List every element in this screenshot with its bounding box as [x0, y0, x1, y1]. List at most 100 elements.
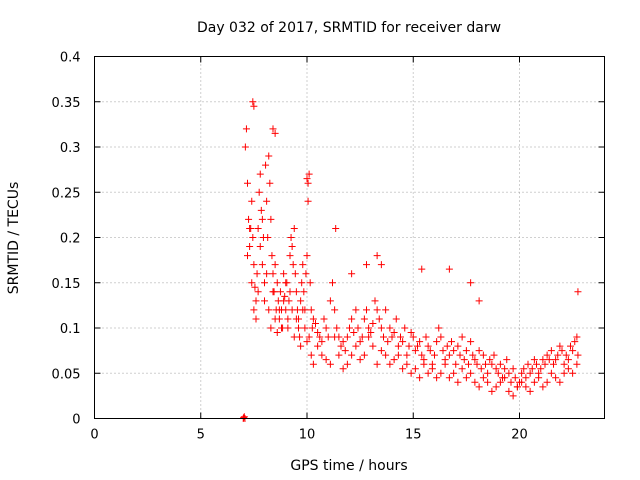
data-point: [297, 297, 305, 305]
data-point: [535, 374, 543, 382]
data-point: [539, 356, 547, 364]
data-point: [409, 333, 417, 341]
data-point: [297, 342, 305, 350]
data-point: [513, 383, 521, 391]
data-point: [503, 356, 511, 364]
data-point: [356, 356, 364, 364]
data-point: [271, 261, 279, 269]
data-point: [462, 347, 470, 355]
data-point: [431, 351, 438, 359]
data-point: [403, 360, 411, 368]
data-point: [318, 338, 326, 346]
data-point: [507, 378, 515, 386]
data-point: [524, 360, 532, 368]
data-point: [567, 342, 574, 350]
data-point: [290, 333, 298, 341]
data-point: [471, 378, 479, 386]
data-point: [269, 125, 277, 133]
data-point: [386, 324, 394, 332]
y-tick-label: 0.05: [52, 367, 81, 382]
x-tick-label: 15: [405, 428, 422, 443]
data-point: [258, 261, 266, 269]
data-point: [467, 338, 475, 346]
data-point: [382, 306, 390, 314]
data-point: [477, 365, 485, 373]
data-point: [280, 270, 288, 278]
data-point: [289, 261, 297, 269]
data-point: [256, 243, 264, 251]
data-point: [392, 315, 400, 323]
data-point: [244, 252, 251, 260]
data-point: [450, 347, 458, 355]
data-point: [411, 365, 419, 373]
data-point: [292, 315, 300, 323]
data-point: [475, 383, 483, 391]
data-point: [329, 279, 336, 287]
data-point: [303, 252, 311, 260]
data-point: [437, 333, 445, 341]
x-tick-label: 10: [299, 428, 316, 443]
data-point: [450, 369, 458, 377]
data-point: [373, 306, 381, 314]
data-point: [271, 129, 279, 137]
data-point: [242, 125, 250, 133]
data-point: [452, 360, 460, 368]
data-point: [490, 351, 498, 359]
data-point: [282, 279, 290, 287]
data-point: [574, 351, 582, 359]
data-point: [306, 279, 314, 287]
data-point: [377, 324, 385, 332]
data-point: [322, 324, 330, 332]
axis-ticks: [94, 56, 605, 419]
data-point: [399, 338, 407, 346]
data-point: [300, 288, 308, 296]
data-point: [302, 270, 310, 278]
data-point: [445, 265, 453, 273]
data-point: [528, 365, 536, 373]
data-point: [556, 378, 564, 386]
data-point: [288, 243, 296, 251]
data-point: [456, 351, 464, 359]
data-point: [552, 356, 560, 364]
data-point: [520, 365, 528, 373]
data-point: [246, 243, 254, 251]
data-point: [394, 351, 402, 359]
data-point: [454, 378, 462, 386]
data-point: [467, 369, 475, 377]
data-point: [263, 270, 271, 278]
data-point: [562, 351, 570, 359]
data-point: [422, 333, 430, 341]
data-points: [239, 98, 582, 422]
data-point: [354, 324, 362, 332]
data-point: [250, 261, 258, 269]
data-point: [352, 342, 360, 350]
data-point: [251, 283, 259, 291]
data-point: [254, 224, 262, 232]
data-point: [377, 261, 385, 269]
data-point: [358, 333, 366, 341]
data-point: [556, 342, 564, 350]
data-point: [252, 315, 260, 323]
data-point: [331, 306, 339, 314]
data-point: [554, 351, 562, 359]
data-point: [335, 351, 343, 359]
data-point: [458, 365, 466, 373]
data-point: [346, 324, 353, 332]
data-point: [560, 369, 568, 377]
data-point: [255, 188, 263, 196]
y-tick-label: 0.25: [52, 186, 81, 201]
data-point: [278, 324, 285, 332]
data-point: [467, 279, 475, 287]
data-point: [343, 333, 351, 341]
data-point: [292, 288, 300, 296]
data-point: [332, 224, 340, 232]
y-tick-label: 0: [72, 413, 80, 428]
data-point: [424, 342, 432, 350]
data-point: [471, 356, 479, 364]
data-point: [256, 170, 264, 178]
data-point: [390, 356, 398, 364]
data-point: [371, 297, 379, 305]
data-point: [437, 369, 445, 377]
data-point: [573, 333, 581, 341]
